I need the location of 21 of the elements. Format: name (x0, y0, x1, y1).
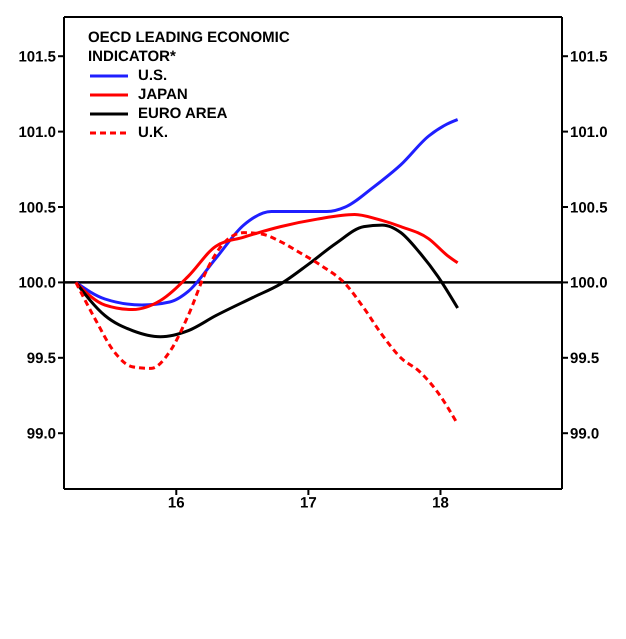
y-tick-label: 100.0 (18, 274, 56, 292)
legend-label: U.S. (138, 66, 168, 85)
y-tick-label: 100.5 (18, 199, 56, 216)
x-tick-label: 17 (300, 494, 317, 512)
legend-title: OECD LEADING ECONOMIC INDICATOR* (88, 28, 291, 66)
y-tick-label: 99.0 (26, 426, 56, 443)
y-tick-label: 99.5 (26, 350, 56, 368)
y2-tick-label: 99.0 (570, 426, 600, 443)
legend-label: EURO AREA (138, 104, 228, 123)
x-tick-label: 18 (432, 494, 449, 512)
y2-tick-label: 100.0 (570, 274, 608, 292)
line-series (74, 118, 460, 307)
y2-tick-label: 100.5 (570, 199, 608, 216)
y2-tick-label: 99.5 (570, 350, 600, 368)
x-tick-label: 16 (168, 494, 185, 512)
legend-label: U.K. (138, 123, 168, 142)
y2-tick-label: 101.0 (570, 124, 608, 141)
y-tick-label: 101.0 (18, 124, 56, 141)
y-tick-label: 101.5 (18, 48, 56, 66)
legend-label: JAPAN (138, 85, 188, 104)
y2-tick-label: 101.5 (570, 48, 608, 66)
